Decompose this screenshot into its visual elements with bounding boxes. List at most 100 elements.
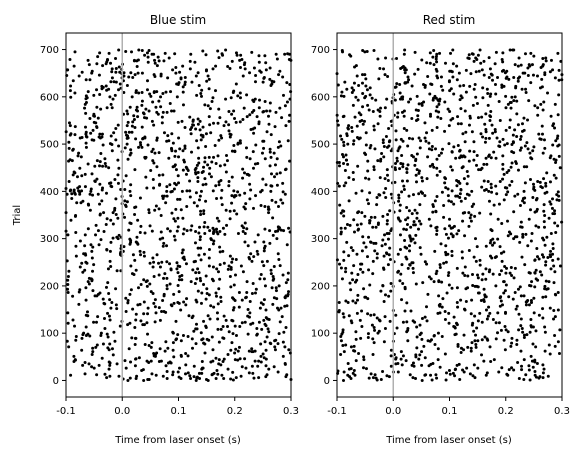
blue-stim-spike: [241, 74, 245, 78]
red-stim-spike: [502, 172, 506, 176]
blue-stim-spike: [246, 244, 250, 248]
blue-stim-spike: [66, 311, 70, 315]
blue-stim-spike: [136, 218, 140, 222]
red-stim-spike: [342, 214, 346, 218]
blue-stim-spike: [205, 287, 209, 291]
red-stim-spike: [436, 331, 440, 335]
blue-stim-spike: [214, 377, 218, 381]
red-stim-spike: [350, 126, 354, 130]
blue-stim-spike: [183, 126, 187, 130]
blue-stim-spike: [212, 305, 216, 309]
red-stim-spike: [354, 301, 358, 305]
red-stim-spike: [385, 145, 389, 149]
blue-stim-spike: [133, 168, 137, 172]
blue-stim-spike: [146, 79, 149, 83]
red-stim-spike: [488, 311, 492, 315]
blue-stim-spike: [153, 208, 157, 212]
red-stim-spike: [451, 234, 455, 238]
red-stim-spike: [366, 312, 370, 316]
blue-stim-spike: [286, 278, 290, 282]
red-stim-spike: [458, 156, 462, 160]
red-stim-spike: [415, 325, 419, 329]
red-stim-spike: [442, 261, 446, 265]
red-stim-spike: [510, 366, 514, 370]
red-stim-spike: [535, 74, 539, 78]
red-stim-spike: [497, 321, 501, 325]
red-stim-spike: [459, 94, 463, 98]
blue-stim-spike: [220, 52, 224, 56]
blue-stim-spike: [174, 338, 178, 342]
red-stim-spike: [393, 180, 397, 184]
red-stim-spike: [522, 333, 526, 337]
blue-stim-spike: [125, 109, 129, 113]
blue-stim-spike: [240, 298, 244, 302]
red-stim-spike: [496, 217, 500, 221]
blue-stim-spike: [141, 137, 145, 141]
blue-stim-spike: [72, 188, 76, 192]
blue-stim-spike: [276, 204, 280, 208]
blue-stim-spike: [271, 274, 275, 278]
red-stim-spike: [439, 151, 443, 155]
blue-stim-spike: [78, 239, 82, 243]
blue-stim-spike: [233, 324, 237, 328]
blue-stim-spike: [93, 179, 97, 183]
blue-stim-spike: [168, 360, 172, 364]
blue-stim-spike: [142, 312, 146, 316]
blue-stim-spike: [165, 369, 169, 373]
red-stim-spike: [369, 240, 373, 244]
blue-stim-spike: [284, 281, 288, 285]
blue-stim-spike: [134, 91, 138, 95]
red-stim-x-tick-label: 0.0: [385, 406, 401, 417]
red-stim-spike: [500, 85, 504, 89]
blue-stim-spike: [203, 231, 207, 235]
red-stim-spike: [482, 162, 486, 166]
red-stim-spike: [507, 77, 511, 81]
red-stim-spike: [446, 107, 450, 111]
red-stim-spike: [479, 61, 483, 65]
blue-stim-spike: [269, 189, 273, 193]
red-stim-spike: [420, 176, 424, 180]
red-stim-spike: [361, 105, 365, 109]
red-stim-spike: [339, 334, 343, 338]
blue-stim-spike: [282, 330, 286, 334]
red-stim-spike: [455, 266, 459, 270]
blue-stim-spike: [195, 300, 199, 304]
red-stim-spike: [472, 59, 476, 63]
red-stim-spike: [366, 255, 370, 259]
blue-stim-spike: [245, 155, 249, 159]
blue-stim-spike: [108, 374, 112, 378]
blue-stim-spike: [78, 265, 82, 269]
red-stim-spike: [342, 184, 346, 188]
red-stim-spike: [468, 216, 472, 220]
red-stim-spike: [406, 216, 410, 220]
blue-stim-spike: [267, 114, 270, 118]
red-stim-spike: [387, 375, 391, 379]
red-stim-spike: [378, 176, 382, 180]
red-stim-spike: [435, 60, 439, 64]
red-stim-spike: [420, 350, 424, 354]
blue-stim-spike: [171, 68, 175, 72]
blue-stim-spike: [196, 179, 200, 183]
blue-stim-spike: [238, 120, 242, 124]
red-stim-spike: [488, 67, 492, 71]
blue-stim-spike: [83, 360, 87, 364]
red-stim-spike: [437, 153, 441, 157]
blue-stim-spike: [243, 67, 247, 71]
red-stim-spike: [395, 159, 399, 163]
blue-stim-spike: [207, 256, 211, 260]
red-stim-spike: [450, 189, 454, 193]
blue-stim-spike: [92, 320, 96, 324]
blue-stim-spike: [165, 185, 169, 189]
red-stim-spike: [433, 249, 437, 253]
blue-stim-spike: [201, 170, 205, 174]
blue-stim-spike: [92, 263, 96, 267]
red-stim-spike: [416, 114, 420, 118]
red-stim-spike: [492, 203, 496, 207]
blue-stim-spike: [173, 154, 177, 158]
blue-stim-spike: [153, 58, 157, 62]
red-stim-spike: [372, 241, 376, 245]
red-stim-spike: [458, 192, 462, 196]
blue-stim-spike: [152, 52, 156, 56]
blue-stim-spike: [215, 216, 219, 220]
red-stim-spike: [484, 136, 488, 140]
